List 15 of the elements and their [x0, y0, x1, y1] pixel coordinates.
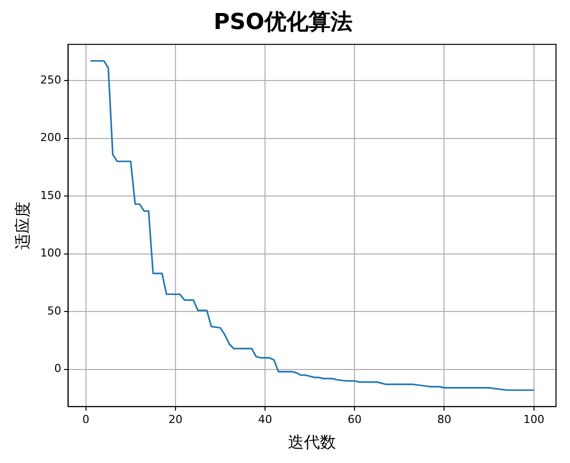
y-axis-title: 适应度	[12, 202, 32, 250]
y-tick-label: 200	[40, 131, 62, 144]
x-tick-label: 80	[437, 413, 452, 426]
y-tick-label: 100	[40, 246, 62, 260]
x-tick-label: 100	[523, 413, 544, 426]
x-tick-label: 40	[258, 413, 272, 426]
y-tick-label: 150	[40, 188, 62, 202]
x-tick-label: 0	[82, 413, 90, 426]
y-tick-label: 50	[47, 304, 62, 318]
x-tick-label: 60	[348, 413, 362, 426]
x-tick-label: 20	[168, 413, 182, 426]
chart-title: PSO优化算法	[214, 10, 352, 35]
y-tick-label: 250	[40, 73, 62, 86]
y-tick-label: 0	[54, 362, 62, 376]
x-axis-title: 迭代数	[288, 432, 336, 452]
